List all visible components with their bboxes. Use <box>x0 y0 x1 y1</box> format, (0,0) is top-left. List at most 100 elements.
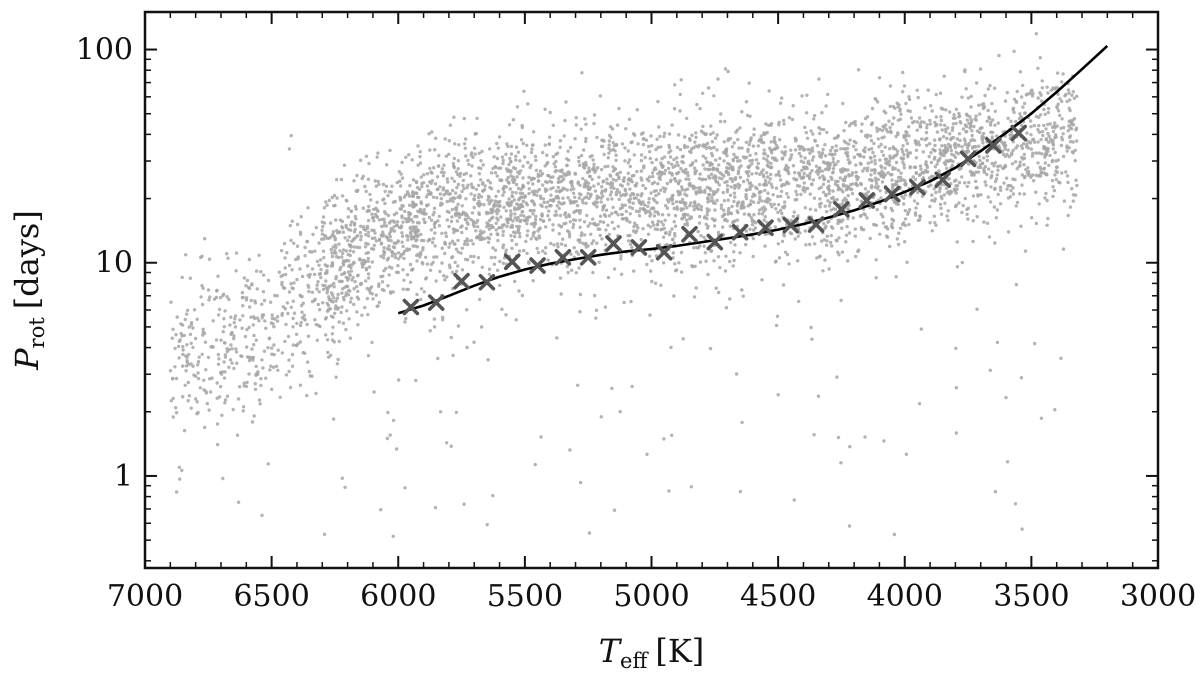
scatter-point <box>622 300 626 305</box>
scatter-point <box>525 222 529 226</box>
scatter-point <box>754 171 758 175</box>
scatter-point <box>799 192 803 197</box>
scatter-point <box>951 122 956 126</box>
scatter-point <box>555 336 559 340</box>
scatter-point <box>820 111 824 115</box>
scatter-point <box>187 362 191 367</box>
scatter-point <box>969 94 973 99</box>
scatter-point <box>544 205 549 209</box>
scatter-point <box>781 205 785 209</box>
scatter-point <box>225 394 230 398</box>
scatter-point <box>383 220 387 225</box>
scatter-point <box>463 146 467 150</box>
scatter-point <box>987 115 991 119</box>
scatter-point <box>186 399 190 403</box>
scatter-point <box>938 156 942 161</box>
scatter-point <box>667 170 672 175</box>
scatter-point <box>361 263 365 267</box>
scatter-point <box>835 239 839 243</box>
scatter-point <box>192 308 197 312</box>
scatter-point <box>889 129 893 134</box>
scatter-point <box>592 221 597 226</box>
scatter-point <box>323 234 327 238</box>
scatter-point <box>623 193 627 197</box>
scatter-point <box>607 214 612 218</box>
scatter-point <box>1044 137 1049 141</box>
scatter-point <box>250 347 254 351</box>
scatter-point <box>694 286 698 290</box>
scatter-point <box>446 180 450 184</box>
scatter-point <box>287 358 291 362</box>
scatter-point <box>880 180 885 184</box>
scatter-point <box>873 162 877 166</box>
binned-marker <box>529 257 546 274</box>
scatter-point <box>916 140 921 144</box>
scatter-point <box>637 200 642 205</box>
scatter-point <box>247 257 252 262</box>
scatter-point <box>646 204 650 209</box>
scatter-point <box>1048 153 1052 158</box>
scatter-point <box>943 201 947 205</box>
scatter-point <box>274 364 279 368</box>
scatter-point <box>1066 213 1070 218</box>
scatter-point <box>359 234 363 239</box>
scatter-point <box>183 383 187 387</box>
scatter-point <box>436 356 440 361</box>
scatter-point <box>762 205 766 209</box>
scatter-point <box>460 204 464 208</box>
scatter-point <box>599 200 603 204</box>
scatter-point <box>271 365 276 369</box>
scatter-point <box>463 137 468 141</box>
scatter-point <box>745 178 750 182</box>
scatter-point <box>765 163 769 168</box>
axis-ticks <box>144 12 1159 568</box>
scatter-point <box>929 160 934 165</box>
scatter-point <box>835 375 839 379</box>
scatter-point <box>507 162 511 167</box>
scatter-point <box>894 179 898 184</box>
scatter-point <box>981 135 986 140</box>
scatter-point <box>664 204 668 208</box>
scatter-point <box>306 264 310 268</box>
scatter-point <box>945 136 949 141</box>
scatter-point <box>346 215 350 219</box>
scatter-point <box>392 241 397 245</box>
scatter-point <box>346 293 351 297</box>
scatter-point <box>440 261 444 265</box>
scatter-point <box>542 200 546 205</box>
scatter-point <box>342 298 346 302</box>
scatter-point <box>619 254 623 258</box>
scatter-point <box>1046 106 1051 111</box>
scatter-point <box>687 177 691 182</box>
scatter-point <box>683 188 687 192</box>
scatter-point <box>384 212 388 216</box>
scatter-point <box>704 177 708 182</box>
scatter-point <box>728 193 733 197</box>
scatter-point <box>750 172 754 176</box>
scatter-point <box>283 256 287 260</box>
scatter-point <box>243 334 248 339</box>
scatter-point <box>334 218 338 222</box>
scatter-point <box>775 158 779 163</box>
scatter-point <box>385 163 389 167</box>
scatter-point <box>716 230 721 235</box>
scatter-point <box>678 92 682 97</box>
scatter-point <box>723 151 727 155</box>
scatter-point <box>443 137 447 141</box>
scatter-point <box>957 114 962 118</box>
scatter-point <box>869 138 874 143</box>
scatter-point <box>476 195 481 200</box>
scatter-point <box>541 150 545 155</box>
scatter-point <box>714 286 718 290</box>
scatter-point <box>1051 129 1056 134</box>
scatter-point <box>873 223 877 227</box>
scatter-point <box>571 191 576 195</box>
scatter-point <box>846 158 850 162</box>
scatter-point <box>836 250 840 254</box>
scatter-point <box>854 174 859 178</box>
scatter-point <box>421 246 425 250</box>
scatter-point <box>740 146 744 150</box>
scatter-point <box>822 176 826 180</box>
scatter-point <box>1044 173 1049 177</box>
scatter-point <box>995 340 1000 345</box>
